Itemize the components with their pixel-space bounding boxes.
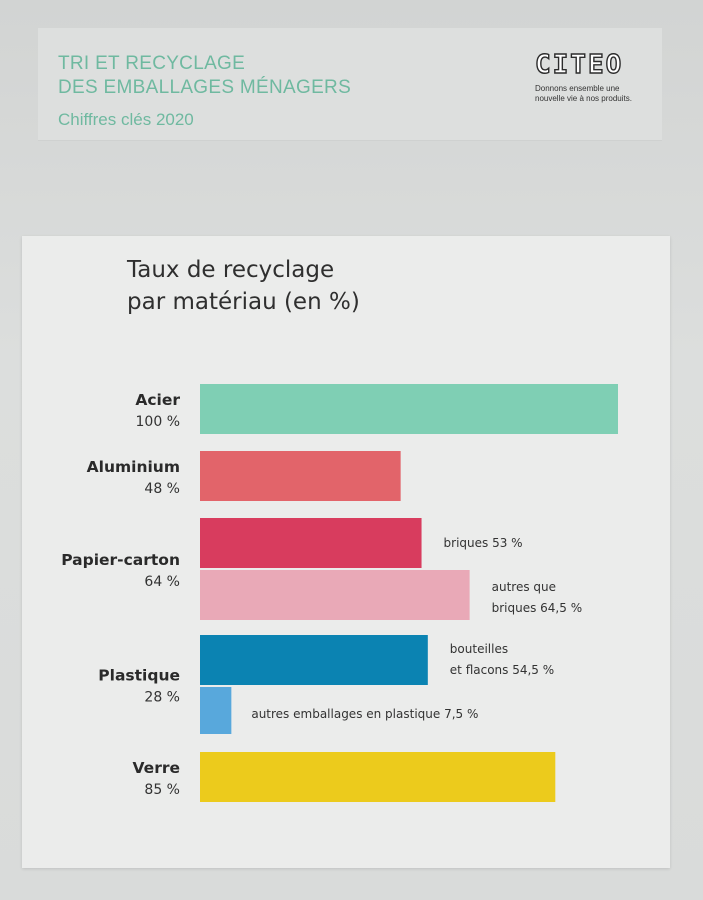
bar-annotation-papier-briques-1: briques 53 % (444, 536, 523, 550)
bar-plastique-autres (200, 687, 232, 734)
logo-tagline-line-1: Donnons ensemble une (535, 84, 620, 93)
category-label-papier-carton: Papier-carton (61, 551, 180, 569)
chart-title-line-1: Taux de recyclage (127, 257, 335, 283)
bar-annotation-papier-autres-1: autres que (492, 580, 556, 594)
category-label-plastique: Plastique (98, 667, 180, 685)
poster-title-line-2: DES EMBALLAGES MÉNAGERS (58, 77, 352, 98)
category-value-acier: 100 % (136, 414, 180, 430)
chart-title-line-2: par matériau (en %) (127, 289, 360, 315)
bar-plastique-bouteilles (200, 635, 428, 685)
category-value-verre: 85 % (144, 782, 180, 798)
bar-chart: Acier 100 % Aluminium 48 % Papier-carton 64 %… (61, 384, 618, 802)
logo-wordmark: CITEO (534, 49, 624, 80)
category-value-aluminium: 48 % (144, 481, 180, 497)
bar-aluminium (200, 451, 401, 501)
category-value-papier-carton: 64 % (144, 574, 180, 590)
logo-tagline-line-2: nouvelle vie à nos produits. (535, 94, 632, 103)
poster-title-line-1: TRI ET RECYCLAGE (58, 53, 246, 74)
bar-papier-briques (200, 518, 422, 568)
category-value-plastique: 28 % (144, 690, 180, 706)
category-label-acier: Acier (135, 391, 180, 409)
category-label-aluminium: Aluminium (87, 458, 180, 476)
bar-annotation-plastique-bouteilles-2: et flacons 54,5 % (450, 663, 554, 677)
chart-title: Taux de recyclage par matériau (en %) (127, 254, 360, 318)
category-label-verre: Verre (133, 759, 180, 777)
poster-title: TRI ET RECYCLAGE DES EMBALLAGES MÉNAGERS (58, 52, 351, 100)
bar-annotation-plastique-autres-1: autres emballages en plastique 7,5 % (251, 707, 478, 721)
bar-verre (200, 752, 556, 802)
bar-papier-autres (200, 570, 470, 620)
bar-annotation-papier-autres-2: briques 64,5 % (492, 601, 583, 615)
poster-subtitle: Chiffres clés 2020 (58, 110, 194, 129)
chart-card: Taux de recyclage par matériau (en %) Ac… (22, 236, 670, 868)
poster-header: TRI ET RECYCLAGE DES EMBALLAGES MÉNAGERS… (38, 28, 662, 141)
bar-annotation-plastique-bouteilles-1: bouteilles (450, 642, 508, 656)
citeo-logo: CITEO Donnons ensemble une nouvelle vie … (534, 49, 665, 104)
bar-acier (200, 384, 618, 434)
